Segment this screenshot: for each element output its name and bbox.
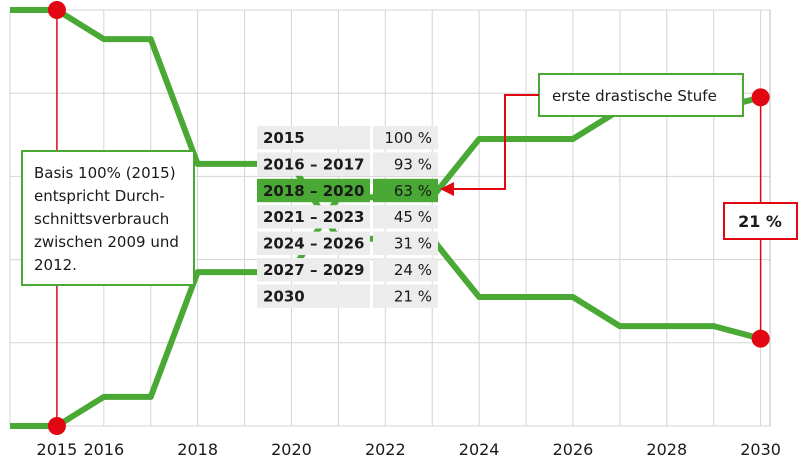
basis-note-line: entspricht Durch- [34, 187, 165, 205]
x-tick-label: 2022 [365, 440, 406, 459]
basis-note-line: 2012. [34, 256, 77, 274]
data-point-marker [751, 88, 770, 107]
table-period-text: 2024 – 2026 [263, 235, 364, 253]
data-point-marker [47, 1, 66, 19]
table-period-text: 2027 – 2029 [263, 261, 364, 279]
stufe-callout-arrow-line [452, 94, 539, 190]
data-point-marker [751, 329, 770, 348]
table-period-cell [257, 258, 370, 282]
x-tick-label: 2024 [459, 440, 500, 459]
table-value-cell [373, 231, 438, 255]
table-value-text: 63 % [394, 182, 432, 200]
annotations: Basis 100% (2015) entspricht Durch- schn… [21, 73, 798, 286]
data-point-marker [47, 417, 66, 435]
table-value-text: 21 % [394, 287, 432, 305]
markers [47, 1, 770, 435]
table-period-cell [257, 126, 370, 150]
table-value-text: 100 % [384, 129, 432, 147]
x-axis-ticks: 2015 2016 2018 2020 2022 2024 2026 2028 2030 [37, 440, 781, 459]
table-value-cell [373, 205, 438, 229]
stufe-callout-box [538, 73, 744, 117]
table-value-text: 31 % [394, 235, 432, 253]
table-period-cell [257, 205, 370, 229]
table-period-cell [257, 152, 370, 176]
table-period-cell [257, 284, 370, 308]
stufe-callout-text: erste drastische Stufe [552, 87, 717, 105]
table-value-cell [373, 284, 438, 308]
table-period-text: 2015 [263, 129, 305, 147]
x-tick-label: 2020 [271, 440, 312, 459]
table-value-cell [373, 152, 438, 176]
x-tick-label: 2028 [646, 440, 687, 459]
arrow-head-icon [440, 182, 454, 196]
table-period-text: 2016 – 2017 [263, 155, 364, 173]
x-tick-label: 2018 [177, 440, 218, 459]
basis-note-line: zwischen 2009 und [34, 233, 179, 251]
table-value-cell [373, 178, 438, 203]
table-value-text: 24 % [394, 261, 432, 279]
x-tick-label: 2016 [83, 440, 124, 459]
gap-label-box [723, 202, 798, 240]
table-value-text: 93 % [394, 155, 432, 173]
table-period-cell [257, 231, 370, 255]
table-period-text: 2018 – 2020 [263, 182, 364, 200]
table-period-cell [257, 178, 370, 203]
basis-note-box [21, 150, 195, 286]
table-period-text: 2021 – 2023 [263, 208, 364, 226]
x-tick-label: 2026 [553, 440, 594, 459]
table-value-cell [373, 126, 438, 150]
table-period-text: 2030 [263, 287, 305, 305]
table-value-cell [373, 258, 438, 282]
table-value-text: 45 % [394, 208, 432, 226]
value-table: 2015 100 % 2016 – 2017 93 % 2018 – 2020 63 % 2… [257, 126, 438, 308]
basis-note-line: Basis 100% (2015) [34, 164, 176, 182]
x-tick-label: 2015 [37, 440, 78, 459]
x-tick-label: 2030 [740, 440, 781, 459]
basis-note-line: schnittsverbrauch [34, 210, 169, 228]
gap-label-text: 21 % [738, 212, 782, 231]
